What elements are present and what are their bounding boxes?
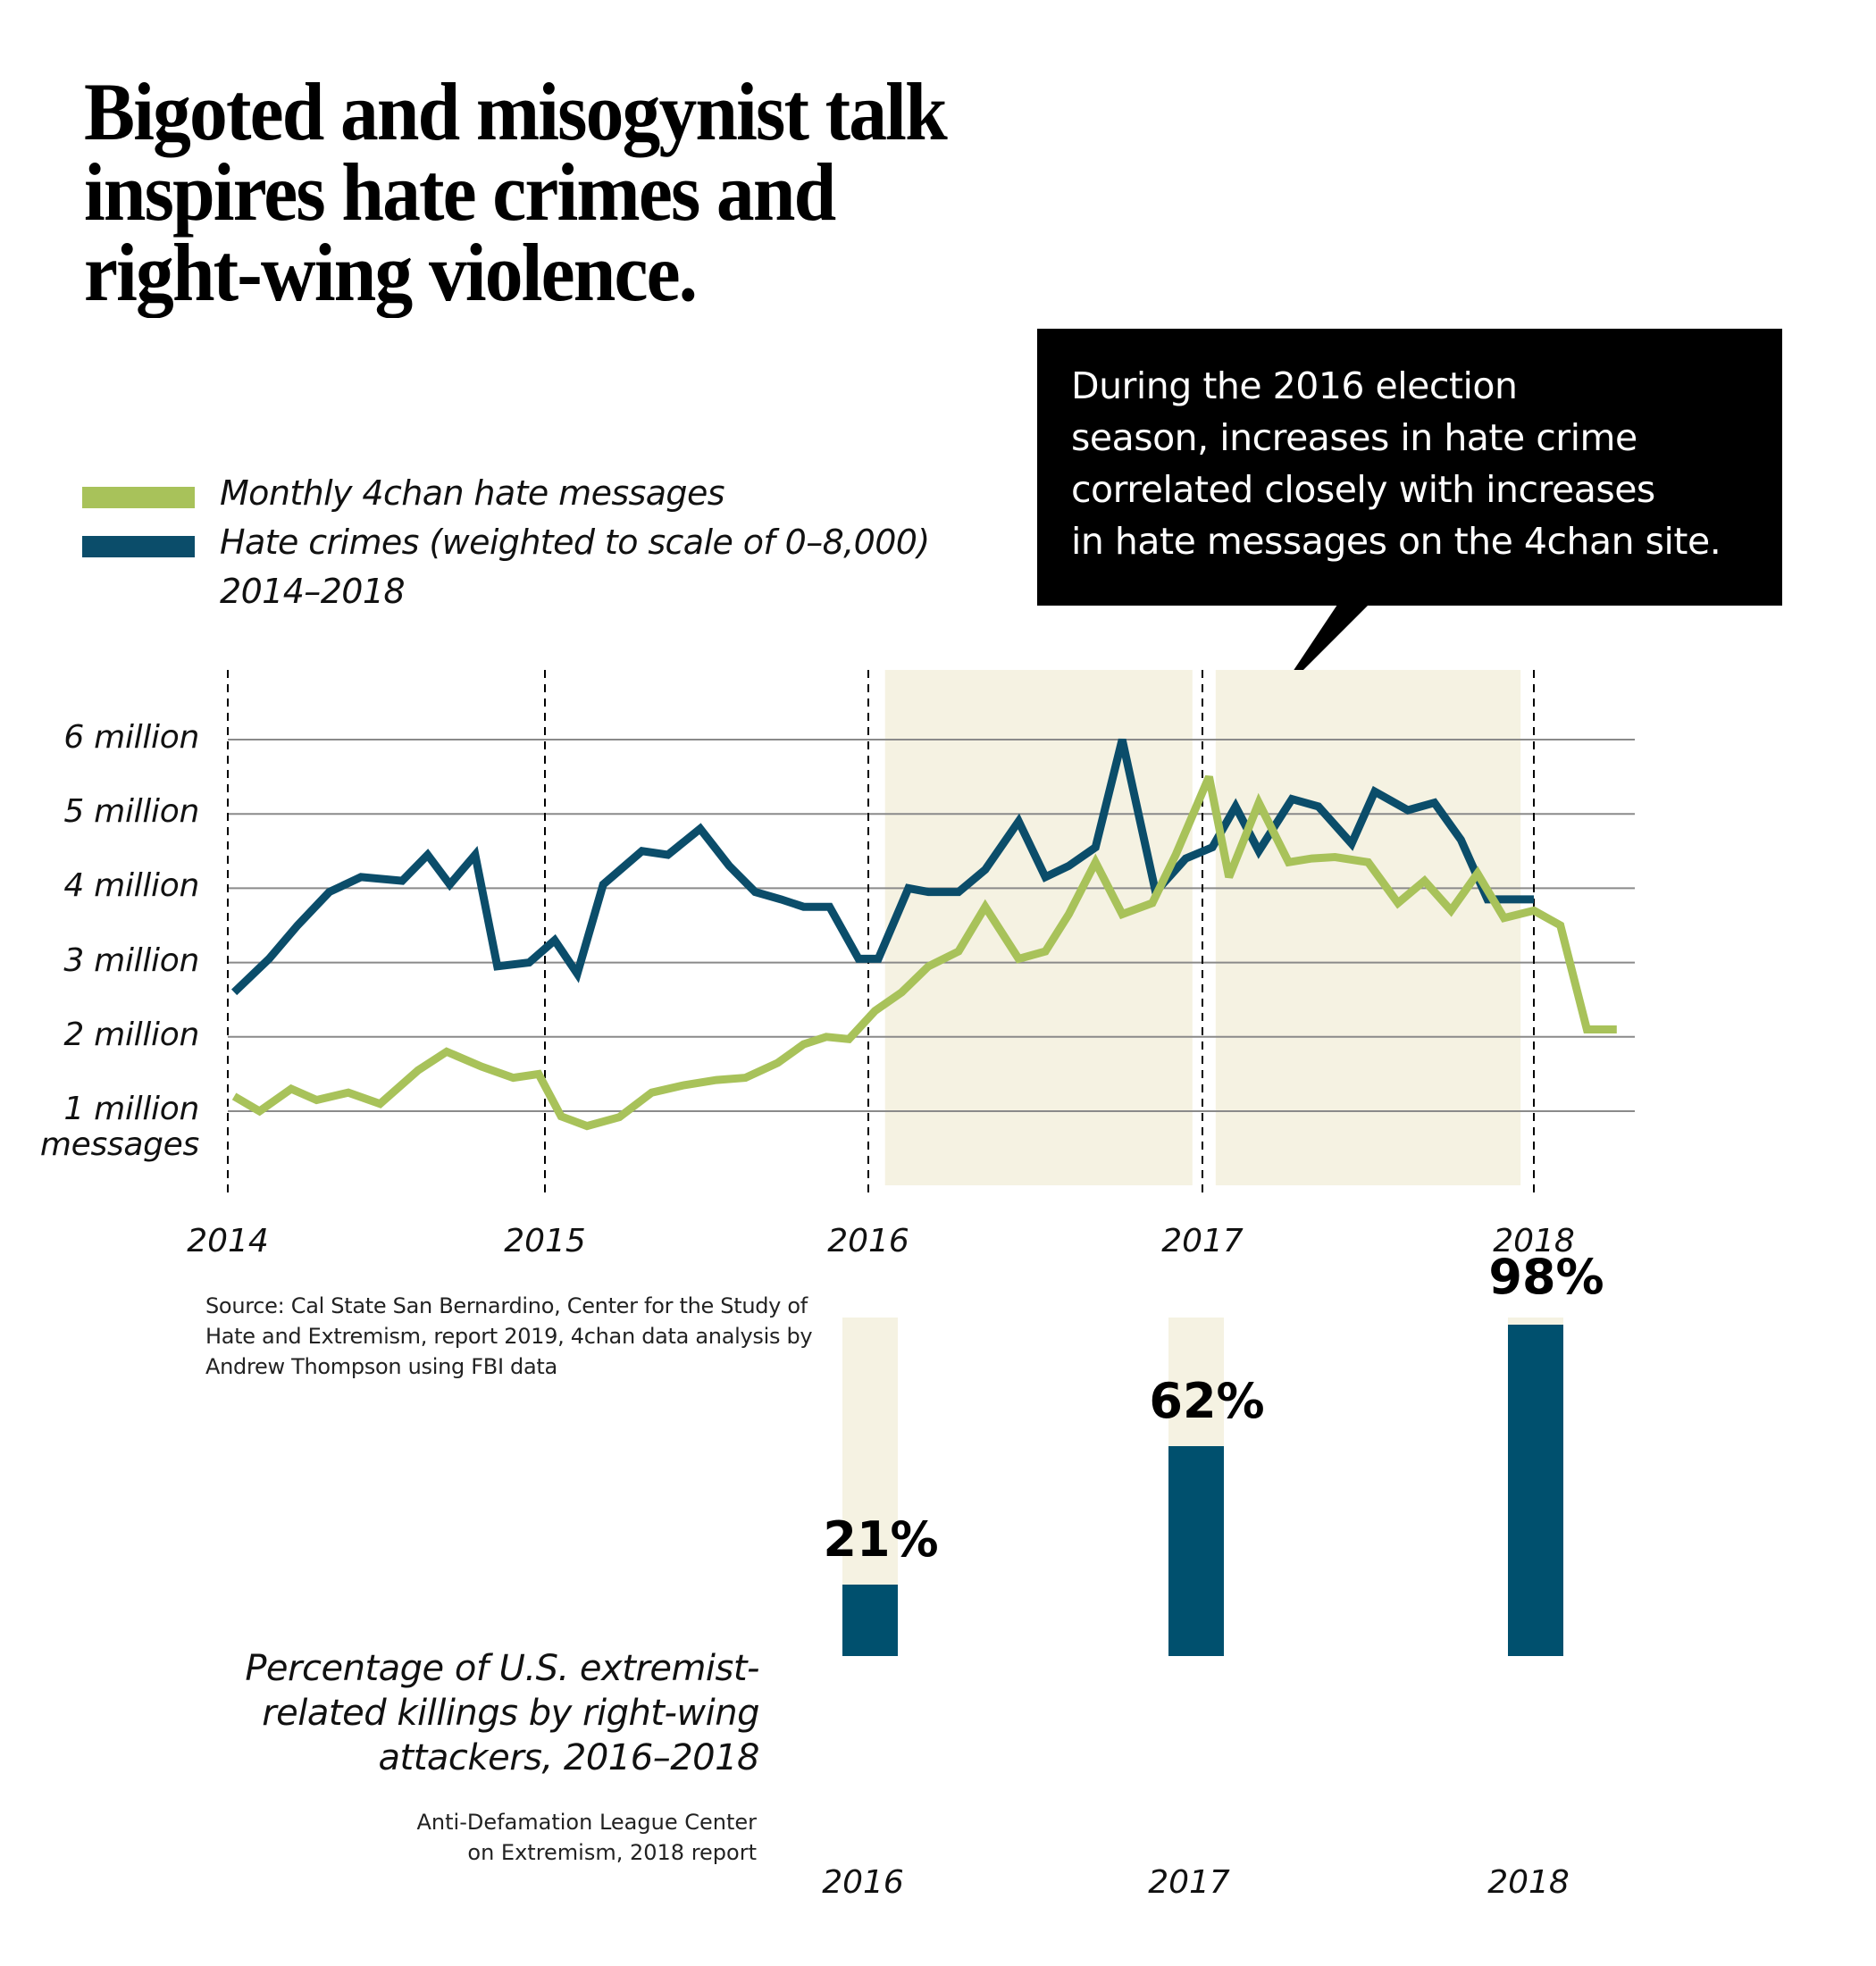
x-tick-label: 2017 bbox=[1161, 1223, 1244, 1259]
shaded-period bbox=[884, 670, 1193, 1185]
callout-line: During the 2016 election bbox=[1071, 364, 1518, 407]
x-tick-label: 2014 bbox=[187, 1223, 269, 1259]
page-title: Bigoted and misogynist talk inspires hat… bbox=[84, 66, 948, 318]
y-unit-label: messages bbox=[39, 1126, 199, 1163]
legend-label: Hate crimes (weighted to scale of 0–8,00… bbox=[220, 523, 930, 562]
bar-track bbox=[842, 1318, 898, 1656]
legend-swatch-blue bbox=[82, 536, 195, 557]
bar-fill-2017 bbox=[1168, 1446, 1224, 1656]
legend-period-label: 2014–2018 bbox=[220, 572, 406, 611]
y-tick-label: 5 million bbox=[63, 793, 199, 831]
legend-swatch-green bbox=[82, 487, 195, 508]
y-tick-label: 2 million bbox=[63, 1016, 199, 1053]
bar-track bbox=[1508, 1318, 1563, 1656]
bar-chart-source: Anti-Defamation League Center on Extremi… bbox=[310, 1807, 758, 1868]
bar-fill-2016 bbox=[842, 1585, 898, 1656]
callout-box: During the 2016 election season, increas… bbox=[1037, 329, 1782, 606]
source-note: Source: Cal State San Bernardino, Center… bbox=[205, 1293, 813, 1379]
y-tick-label: 4 million bbox=[63, 867, 199, 905]
y-tick-label: 3 million bbox=[63, 941, 199, 979]
title-line: right-wing violence. bbox=[84, 227, 698, 318]
x-tick-label: 2015 bbox=[504, 1223, 586, 1259]
shaded-period bbox=[1215, 670, 1521, 1185]
bar-title-line: attackers, 2016–2018 bbox=[378, 1737, 760, 1778]
bar-category-label: 2016 bbox=[822, 1864, 904, 1901]
bar-source-line: on Extremism, 2018 report bbox=[467, 1840, 757, 1865]
bar-chart-title: Percentage of U.S. extremist- related ki… bbox=[205, 1646, 759, 1780]
title-line: Bigoted and misogynist talk bbox=[84, 66, 948, 157]
x-tick-label: 2018 bbox=[1493, 1223, 1575, 1259]
bar-track bbox=[1168, 1318, 1224, 1656]
bar-value-label: 62% bbox=[1149, 1373, 1265, 1430]
title-line: inspires hate crimes and bbox=[84, 146, 836, 238]
x-tick-label: 2016 bbox=[827, 1223, 909, 1259]
callout-line: in hate messages on the 4chan site. bbox=[1071, 520, 1721, 563]
bar-category-label: 2018 bbox=[1487, 1864, 1570, 1901]
bar-value-label: 21% bbox=[823, 1511, 939, 1569]
y-tick-label: 6 million bbox=[63, 719, 199, 756]
legend-label: Monthly 4chan hate messages bbox=[220, 473, 725, 513]
bar-title-line: Percentage of U.S. extremist- bbox=[245, 1648, 759, 1689]
series-line-hate-crimes bbox=[230, 738, 1534, 996]
callout-line: correlated closely with increases bbox=[1071, 468, 1655, 511]
bar-fill-2018 bbox=[1508, 1324, 1563, 1656]
bar-source-line: Anti-Defamation League Center bbox=[416, 1810, 758, 1835]
bar-category-label: 2017 bbox=[1148, 1864, 1230, 1901]
bar-title-line: related killings by right-wing bbox=[262, 1693, 759, 1734]
y-tick-label: 1 million bbox=[63, 1091, 199, 1127]
bar-value-label: 98% bbox=[1488, 1249, 1604, 1305]
callout-line: season, increases in hate crime bbox=[1071, 416, 1637, 459]
series-line-messages bbox=[231, 774, 1617, 1131]
